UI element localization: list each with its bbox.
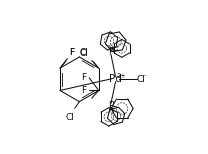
Text: F: F [81, 86, 86, 95]
Text: F: F [69, 48, 74, 57]
Text: F: F [81, 73, 86, 82]
Text: 2+: 2+ [117, 73, 127, 79]
Text: ⁻: ⁻ [142, 73, 146, 81]
Text: Cl: Cl [66, 113, 74, 122]
Text: P: P [108, 47, 114, 56]
Text: Cl: Cl [136, 75, 145, 83]
Text: Cl: Cl [80, 48, 89, 57]
Text: P: P [108, 101, 114, 110]
Text: Pd: Pd [109, 74, 122, 84]
Text: Cl: Cl [80, 49, 89, 58]
Text: F: F [69, 48, 74, 57]
